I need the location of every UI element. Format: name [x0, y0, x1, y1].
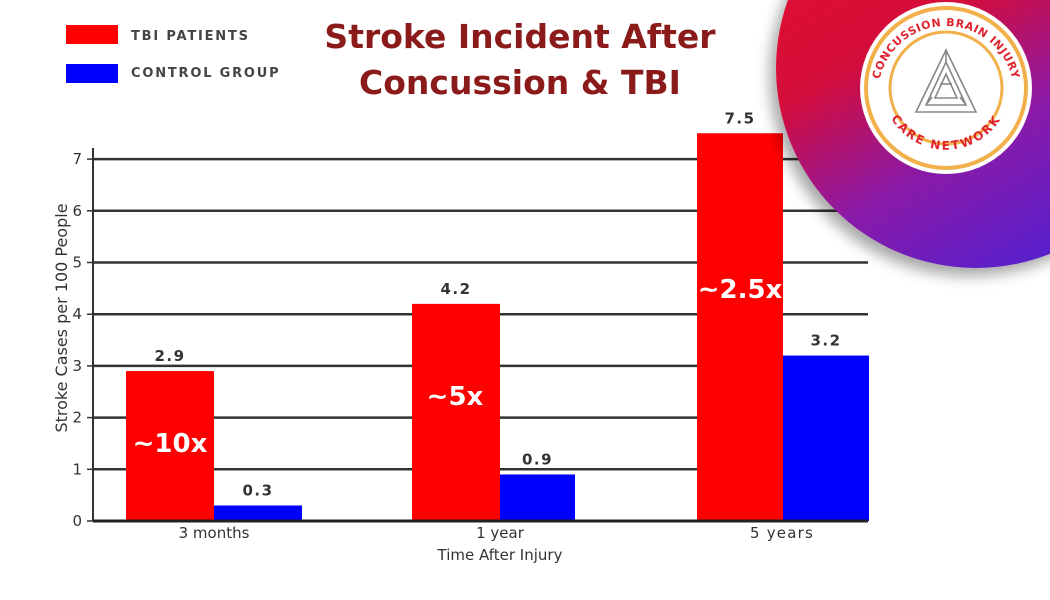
- y-tick-label: 5: [72, 254, 82, 272]
- legend-label-control: CONTROL GROUP: [131, 66, 281, 81]
- bar-control-2: [783, 355, 869, 521]
- ratio-annotation: ~10x: [133, 429, 208, 459]
- data-label: 3.2: [810, 332, 841, 350]
- bar-control-0: [214, 505, 302, 521]
- ratio-annotation: ~2.5x: [698, 275, 783, 305]
- bar-tbi-1: [412, 303, 500, 521]
- y-tick-label: 0: [72, 512, 82, 530]
- logo-badge: CONCUSSION BRAIN INJURY CARE NETWORK: [860, 2, 1032, 174]
- ratio-annotation: ~5x: [427, 382, 484, 412]
- x-axis-label: Time After Injury: [437, 546, 563, 564]
- brain-injury-logo: CONCUSSION BRAIN INJURY CARE NETWORK: [864, 6, 1028, 170]
- y-tick-label: 6: [72, 202, 82, 220]
- legend-label-tbi: TBI PATIENTS: [131, 29, 250, 44]
- legend-swatch-tbi: [66, 25, 118, 44]
- y-tick-label: 3: [72, 357, 82, 375]
- y-tick-label: 1: [72, 460, 82, 478]
- bars: [126, 133, 869, 521]
- y-tick-label: 2: [72, 409, 82, 427]
- x-tick-label: 1 year: [476, 524, 525, 542]
- data-label: 0.3: [242, 481, 273, 499]
- bar-tbi-2: [697, 133, 783, 521]
- logo-text-bottom: CARE NETWORK: [888, 112, 1001, 153]
- x-tick-label: 3 months: [179, 524, 250, 542]
- y-tick-label: 7: [72, 150, 82, 168]
- triangle-maze-icon: [914, 48, 978, 113]
- data-label: 0.9: [522, 450, 553, 468]
- labels: 2.9 0.3 3 months ~10x 4.2 0.9 1 year ~5x 7.5 3.2 5…: [133, 109, 841, 542]
- data-label: 2.9: [154, 347, 185, 365]
- chart-title-line2: Concussion & TBI: [359, 63, 681, 102]
- data-label: 4.2: [440, 280, 471, 298]
- svg-text:CARE NETWORK: CARE NETWORK: [888, 112, 1003, 153]
- data-label: 7.5: [724, 109, 755, 127]
- chart-title: Stroke Incident After Concussion & TBI: [300, 14, 740, 106]
- bar-control-1: [500, 474, 575, 521]
- chart-title-line1: Stroke Incident After: [324, 17, 716, 56]
- x-tick-label: 5 years: [750, 524, 814, 542]
- y-axis-label: Stroke Cases per 100 People: [52, 203, 71, 432]
- bar-tbi-0: [126, 371, 214, 521]
- legend-swatch-control: [66, 64, 118, 83]
- y-tick-label: 4: [72, 305, 82, 323]
- axes: 0 1 2 3 4 5 6 7: [72, 148, 868, 530]
